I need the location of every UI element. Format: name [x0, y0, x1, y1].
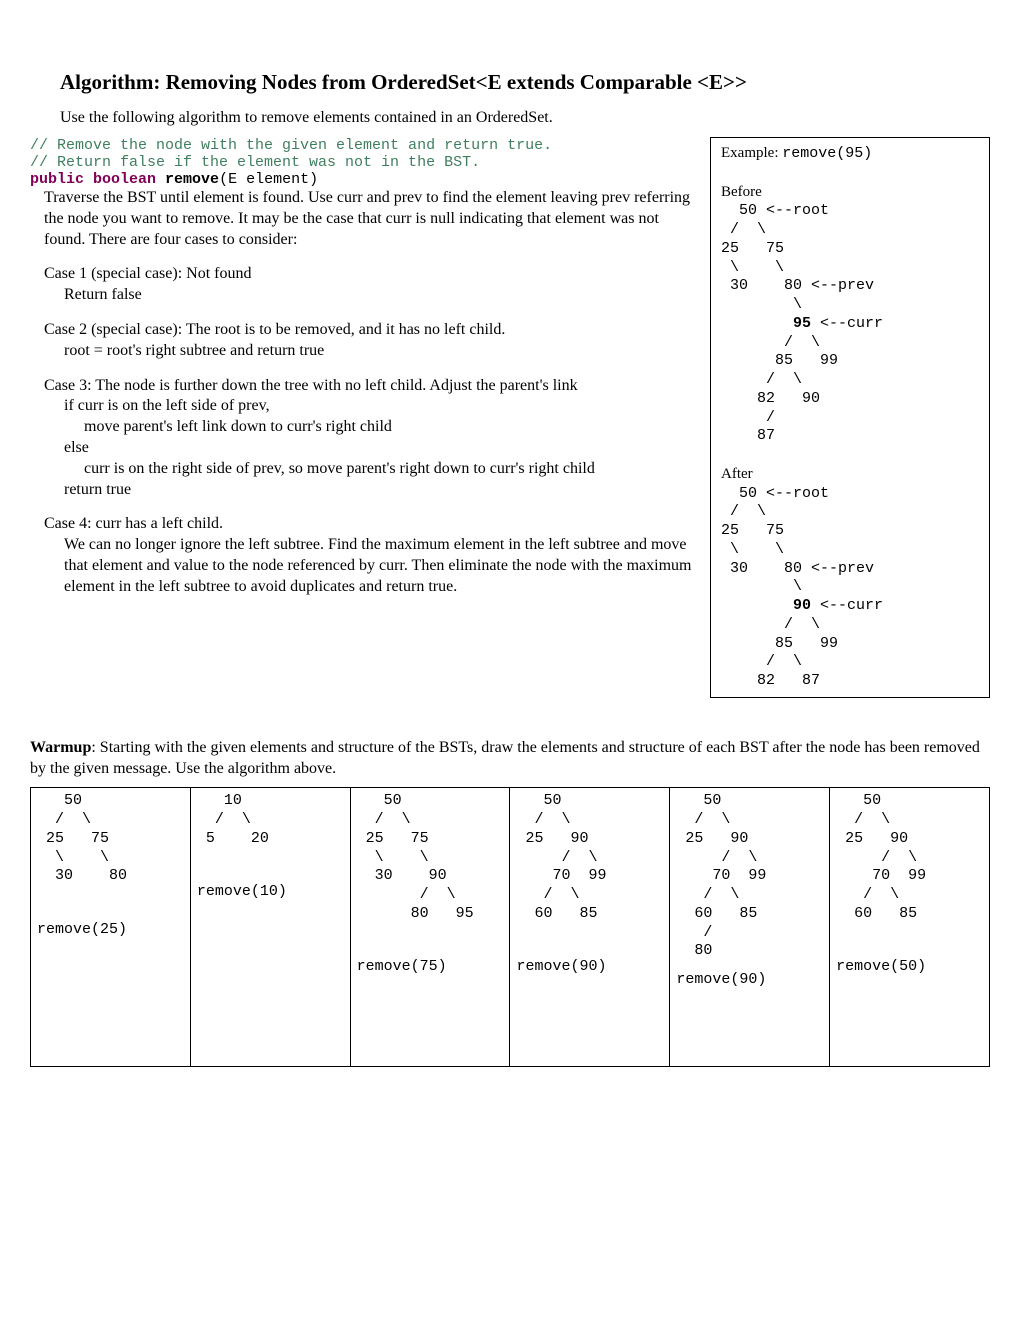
method-params: (E element) — [219, 171, 318, 188]
code-comment-1: // Remove the node with the given elemen… — [30, 137, 702, 154]
example-title-prefix: Example: — [721, 145, 782, 161]
page-title: Algorithm: Removing Nodes from OrderedSe… — [60, 70, 990, 95]
warmup-paragraph: Warmup: Starting with the given elements… — [30, 738, 990, 780]
call-2: remove(75) — [357, 958, 504, 977]
exercise-cell-0: 50 / \ 25 75 \ \ 30 80 remove(25) — [31, 788, 191, 1067]
before-label: Before — [721, 184, 762, 200]
exercise-cell-5: 50 / \ 25 90 / \ 70 99 / \ 60 85 remove(… — [830, 788, 990, 1067]
intro-paragraph: Use the following algorithm to remove el… — [60, 109, 990, 127]
before-tree-part1: 50 <--root / \ 25 75 \ \ 30 80 <--prev \ — [721, 202, 874, 332]
call-3: remove(90) — [516, 958, 663, 977]
after-curr-rest: <--curr — [811, 597, 883, 614]
tree-1: 10 / \ 5 20 — [197, 792, 344, 848]
tree-3: 50 / \ 25 90 / \ 70 99 / \ 60 85 — [516, 792, 663, 923]
traverse-paragraph: Traverse the BST until element is found.… — [44, 188, 702, 250]
keyword-public: public — [30, 171, 84, 188]
case3-line3: else — [64, 438, 702, 459]
case2-heading: Case 2 (special case): The root is to be… — [44, 320, 702, 341]
before-curr-rest: <--curr — [811, 315, 883, 332]
main-row: // Remove the node with the given elemen… — [30, 137, 990, 698]
exercise-table: 50 / \ 25 75 \ \ 30 80 remove(25) 10 / \… — [30, 787, 990, 1067]
code-comment-2: // Return false if the element was not i… — [30, 154, 702, 171]
case1-body: Return false — [64, 285, 702, 306]
call-4: remove(90) — [676, 971, 823, 990]
tree-5: 50 / \ 25 90 / \ 70 99 / \ 60 85 — [836, 792, 983, 923]
after-tree-part1: 50 <--root / \ 25 75 \ \ 30 80 <--prev \ — [721, 485, 874, 615]
before-tree-part2: / \ 85 99 / \ 82 90 / 87 — [721, 334, 838, 445]
after-label: After — [721, 466, 753, 482]
case3-line5: return true — [64, 480, 702, 501]
algorithm-column: // Remove the node with the given elemen… — [30, 137, 702, 598]
exercise-cell-1: 10 / \ 5 20 remove(10) — [190, 788, 350, 1067]
after-tree-part2: / \ 85 99 / \ 82 87 — [721, 616, 838, 689]
warmup-label: Warmup — [30, 739, 91, 756]
algorithm-body: Traverse the BST until element is found.… — [44, 188, 702, 598]
call-5: remove(50) — [836, 958, 983, 977]
call-1: remove(10) — [197, 883, 344, 902]
exercise-cell-4: 50 / \ 25 90 / \ 70 99 / \ 60 85 / 80 rem… — [670, 788, 830, 1067]
tree-4: 50 / \ 25 90 / \ 70 99 / \ 60 85 / 80 — [676, 792, 823, 961]
after-curr-node: 90 — [793, 597, 811, 614]
exercise-cell-3: 50 / \ 25 90 / \ 70 99 / \ 60 85 remove(… — [510, 788, 670, 1067]
method-signature: public boolean remove(E element) — [30, 171, 702, 188]
case1-heading: Case 1 (special case): Not found — [44, 264, 702, 285]
example-box: Example: remove(95) Before 50 <--root / … — [710, 137, 990, 698]
exercise-cell-2: 50 / \ 25 75 \ \ 30 90 / \ 80 95 remove(… — [350, 788, 510, 1067]
case2-body: root = root's right subtree and return t… — [64, 341, 702, 362]
keyword-boolean: boolean — [93, 171, 156, 188]
method-name: remove — [156, 171, 219, 188]
case3-heading: Case 3: The node is further down the tre… — [44, 376, 702, 397]
case3-line4: curr is on the right side of prev, so mo… — [84, 459, 702, 480]
before-curr-node: 95 — [793, 315, 811, 332]
case4-heading: Case 4: curr has a left child. — [44, 514, 702, 535]
case3-line2: move parent's left link down to curr's r… — [84, 417, 702, 438]
tree-2: 50 / \ 25 75 \ \ 30 90 / \ 80 95 — [357, 792, 504, 923]
case3-line1: if curr is on the left side of prev, — [64, 396, 702, 417]
case4-body: We can no longer ignore the left subtree… — [64, 535, 702, 597]
warmup-text: : Starting with the given elements and s… — [30, 739, 980, 777]
tree-0: 50 / \ 25 75 \ \ 30 80 — [37, 792, 184, 886]
call-0: remove(25) — [37, 921, 184, 940]
example-call: remove(95) — [782, 145, 872, 162]
